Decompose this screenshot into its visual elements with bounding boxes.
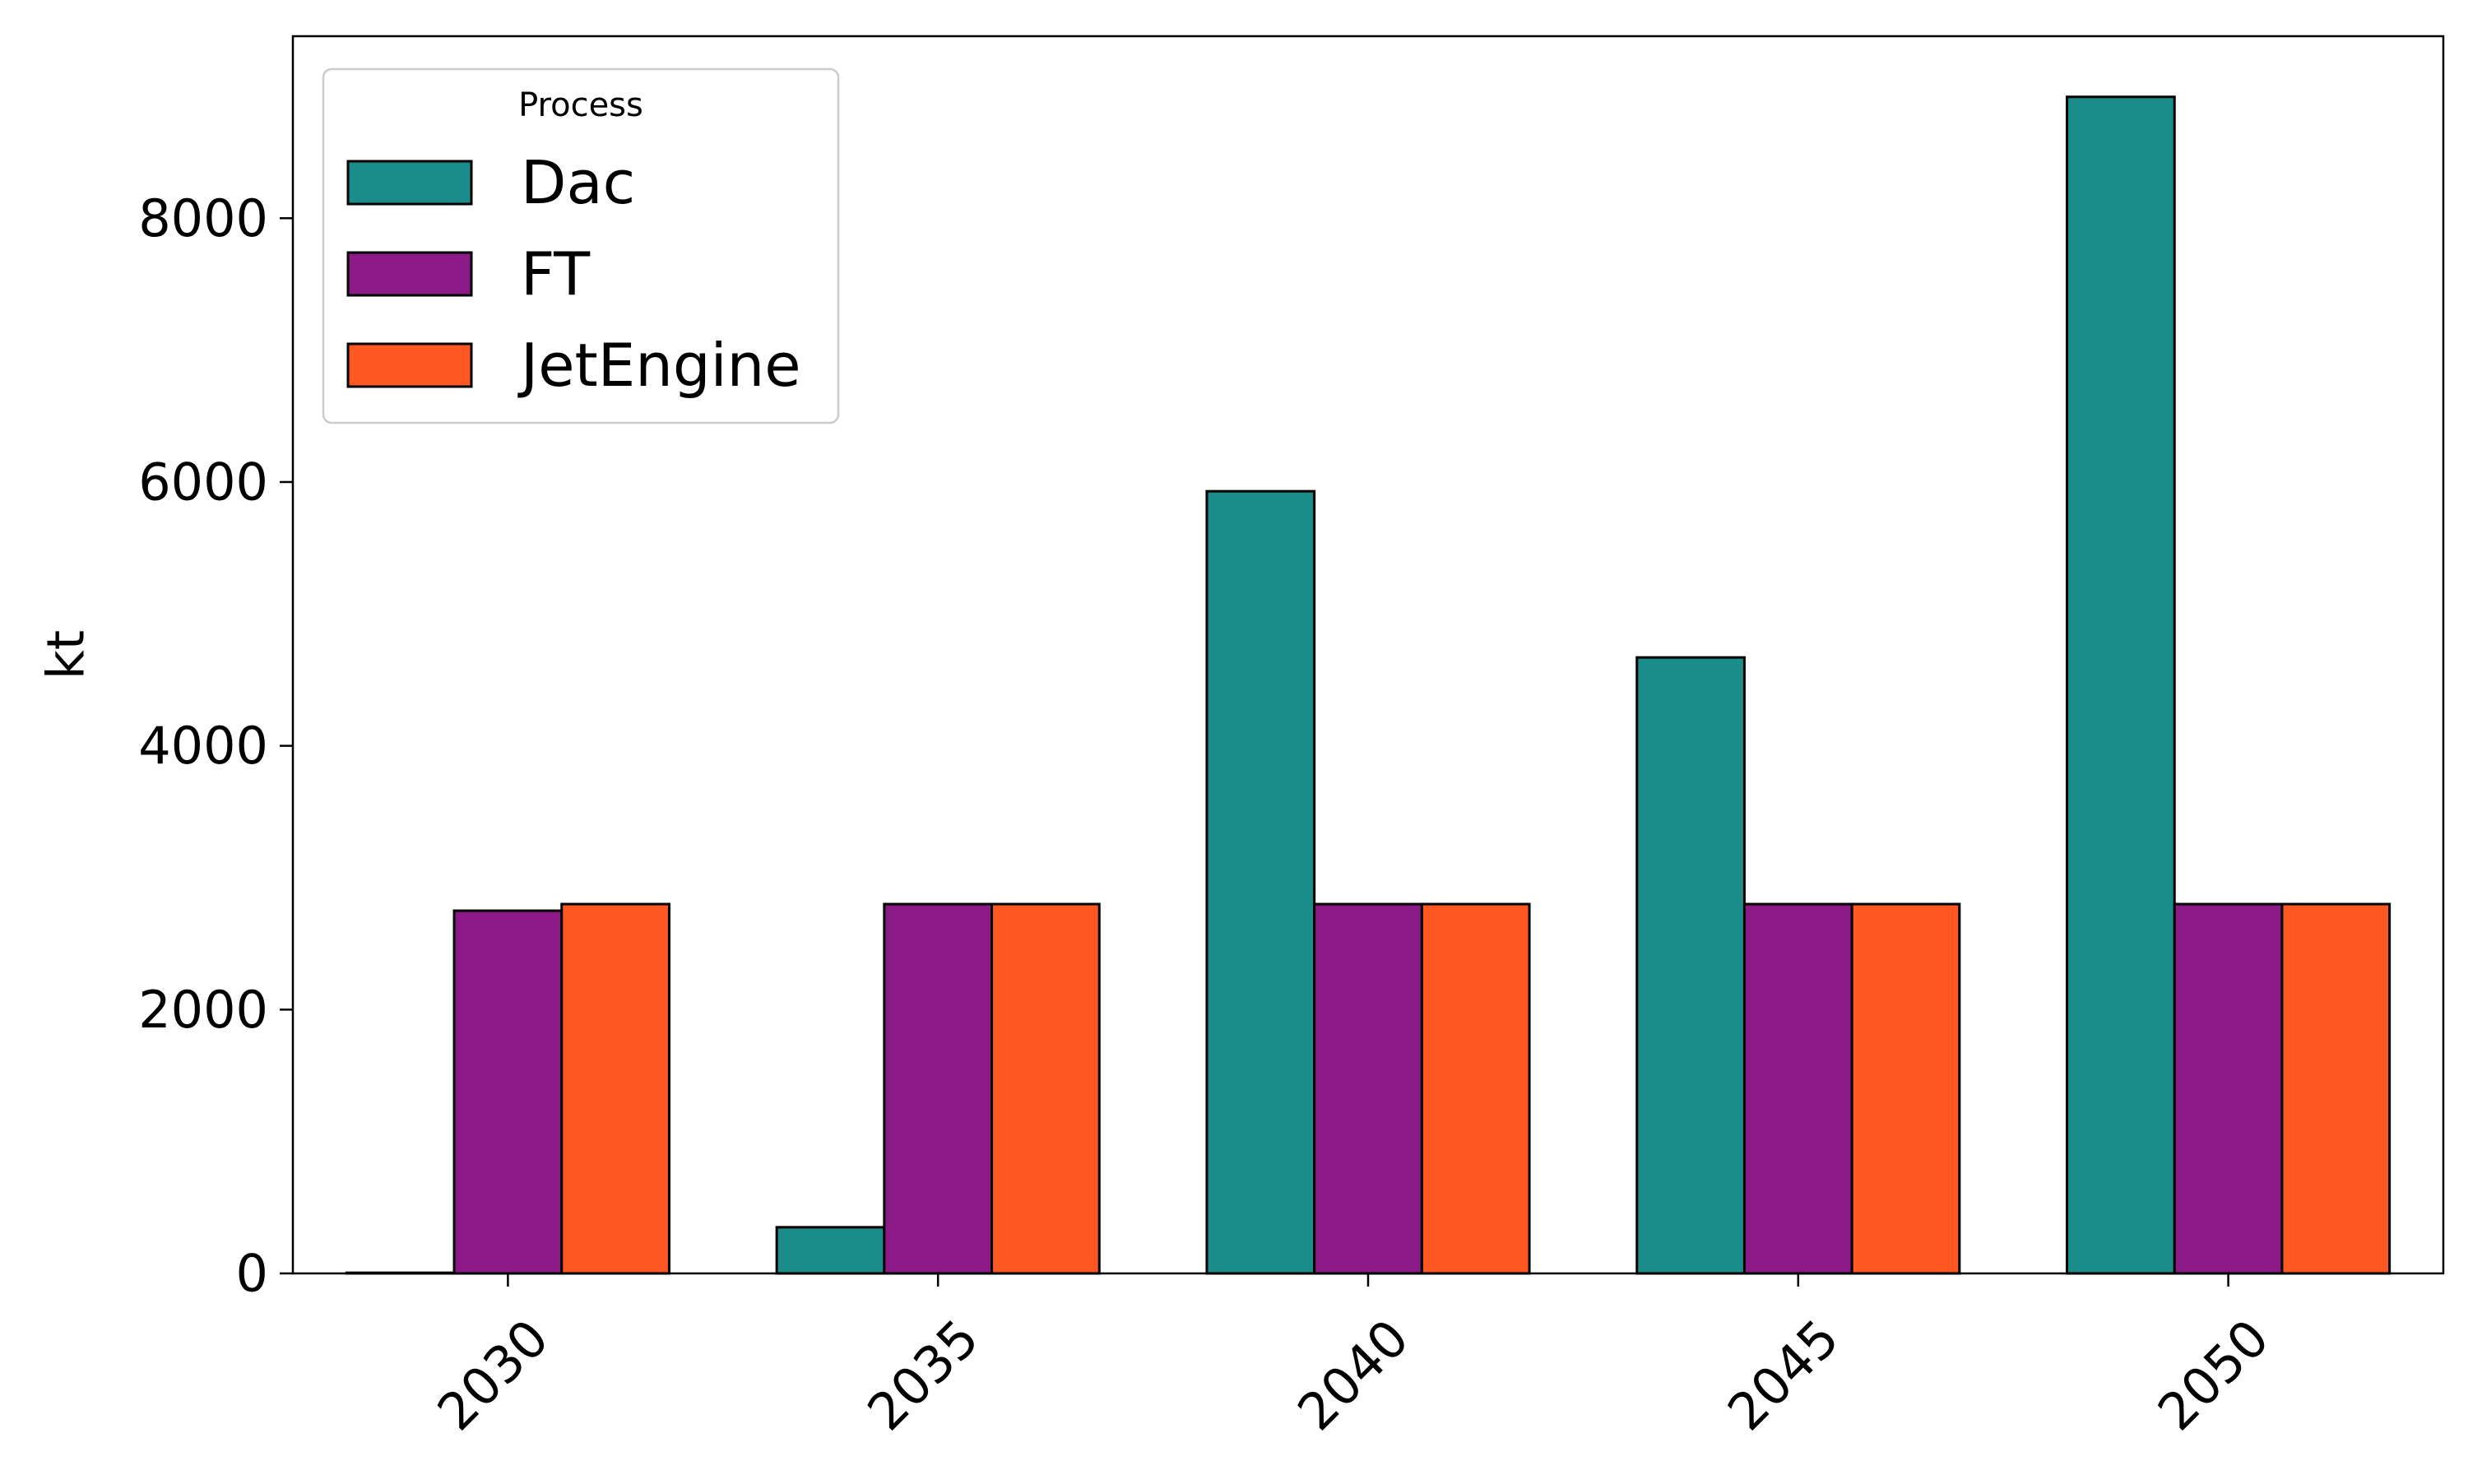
y-tick-label: 0 xyxy=(236,1244,268,1304)
x-axis: 2030 2035 2040 2045 2050 xyxy=(426,1273,2280,1442)
x-tick-label: 2035 xyxy=(856,1308,990,1442)
bar-ft-2045 xyxy=(1742,902,1853,1275)
bars-layer xyxy=(345,95,2391,1275)
legend-swatch-ft xyxy=(346,251,473,297)
legend-title: Process xyxy=(518,86,643,124)
bar-ft-2040 xyxy=(1313,902,1423,1275)
bar-jetengine-2035 xyxy=(990,902,1101,1275)
bar-jetengine-2045 xyxy=(1850,902,1961,1275)
x-tick-label: 2040 xyxy=(1286,1308,1420,1442)
y-axis: 0 2000 4000 6000 8000 xyxy=(138,188,293,1304)
legend-swatch-dac xyxy=(346,160,473,206)
y-tick-label: 8000 xyxy=(138,188,268,248)
bar-ft-2035 xyxy=(883,902,994,1275)
bar-jetengine-2030 xyxy=(560,902,670,1275)
legend-label-jetengine: JetEngine xyxy=(517,331,801,400)
bar-dac-2035 xyxy=(775,1226,886,1275)
legend: Process Dac FT JetEngine xyxy=(322,67,840,424)
x-tick-label: 2050 xyxy=(2146,1308,2280,1442)
y-tick-label: 2000 xyxy=(138,980,268,1040)
bar-ft-2030 xyxy=(452,909,564,1275)
y-tick-label: 4000 xyxy=(138,716,268,776)
plot-frame xyxy=(291,35,2445,1275)
legend-label-ft: FT xyxy=(521,239,591,308)
bar-dac-2045 xyxy=(1635,656,1746,1275)
bar-dac-2040 xyxy=(1205,489,1316,1275)
bar-jetengine-2040 xyxy=(1420,902,1531,1275)
legend-box xyxy=(322,67,840,424)
bar-ft-2050 xyxy=(2173,902,2284,1275)
x-tick-label: 2030 xyxy=(426,1308,560,1442)
x-tick-label: 2045 xyxy=(1716,1308,1850,1442)
bar-dac-2050 xyxy=(2066,95,2176,1275)
y-tick-label: 6000 xyxy=(138,452,268,512)
y-axis-label: kt xyxy=(36,630,96,679)
bar-jetengine-2050 xyxy=(2280,902,2391,1275)
legend-swatch-jetengine xyxy=(346,342,473,388)
legend-label-dac: Dac xyxy=(521,148,635,217)
